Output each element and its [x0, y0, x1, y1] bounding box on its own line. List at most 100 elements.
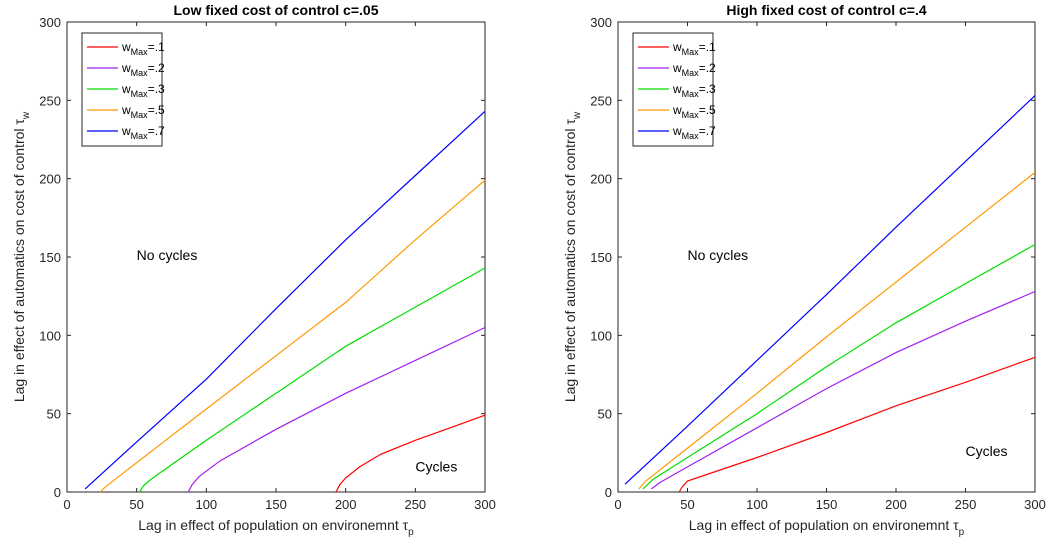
- legend-entry: wMax=.1: [121, 40, 165, 57]
- legend-entry-name: w: [672, 82, 682, 96]
- legend-entry-suffix: =.3: [148, 82, 165, 96]
- x-tick-label: 100: [746, 497, 768, 512]
- legend-entry-suffix: =.7: [699, 124, 716, 138]
- series-line-3: [138, 267, 486, 493]
- series-line-2: [187, 326, 486, 493]
- y-tick-label: 50: [47, 407, 61, 422]
- x-tick-label: 300: [474, 497, 496, 512]
- legend-entry: wMax=.5: [121, 103, 165, 120]
- legend-entry-suffix: =.3: [699, 82, 716, 96]
- y-tick-label: 200: [39, 172, 61, 187]
- x-tick-label: 0: [614, 497, 621, 512]
- x-axis-label: Lag in effect of population on environem…: [689, 517, 965, 538]
- y-tick-label: 0: [605, 485, 612, 500]
- x-tick-label: 250: [955, 497, 977, 512]
- legend-entry-sub: Max: [682, 68, 700, 78]
- series-line-4: [99, 179, 486, 493]
- annotation-no-cycles: No cycles: [137, 247, 198, 263]
- y-axis-label-symbol: τ: [562, 119, 578, 125]
- y-tick-label: 50: [598, 407, 612, 422]
- legend-entry: wMax=.3: [121, 82, 165, 99]
- series-line-5: [84, 110, 486, 490]
- chart-title: Low fixed cost of control c=.05: [174, 2, 379, 18]
- legend-entry-suffix: =.2: [148, 61, 165, 75]
- y-axis-label: Lag in effect of automatics on cost of c…: [11, 111, 32, 402]
- x-axis-label: Lag in effect of population on environem…: [138, 517, 414, 538]
- y-tick-label: 300: [590, 15, 612, 30]
- legend-entry-sub: Max: [682, 47, 700, 57]
- legend-entry: wMax=.7: [121, 124, 165, 141]
- legend-entry: wMax=.7: [672, 124, 716, 141]
- x-tick-label: 200: [885, 497, 907, 512]
- legend-entry-name: w: [121, 82, 131, 96]
- x-tick-label: 150: [816, 497, 838, 512]
- y-tick-label: 300: [39, 15, 61, 30]
- x-tick-label: 200: [335, 497, 357, 512]
- y-tick-label: 100: [39, 328, 61, 343]
- legend-entry: wMax=.3: [672, 82, 716, 99]
- legend-entry-sub: Max: [131, 68, 149, 78]
- legend-entry: wMax=.1: [672, 40, 716, 57]
- series-line-2: [651, 290, 1036, 490]
- annotation-cycles: Cycles: [966, 443, 1008, 459]
- x-tick-label: 100: [195, 497, 217, 512]
- annotation-no-cycles: No cycles: [688, 247, 749, 263]
- y-tick-label: 0: [54, 485, 61, 500]
- legend-entry-sub: Max: [131, 47, 149, 57]
- legend-entry-sub: Max: [131, 110, 149, 120]
- y-tick-label: 250: [590, 93, 612, 108]
- x-tick-label: 300: [1024, 497, 1046, 512]
- legend-entry-name: w: [672, 61, 682, 75]
- legend-entry-name: w: [121, 61, 131, 75]
- x-axis-label-text: Lag in effect of population on environem…: [689, 517, 950, 533]
- legend-entry-suffix: =.7: [148, 124, 165, 138]
- x-axis-label-text: Lag in effect of population on environem…: [138, 517, 399, 533]
- legend-entry-sub: Max: [682, 89, 700, 99]
- x-axis-label-symbol: τ: [403, 517, 409, 533]
- x-axis-label-sub: p: [959, 527, 965, 538]
- legend-entry: wMax=.2: [672, 61, 716, 78]
- chart-title: High fixed cost of control c=.4: [726, 2, 927, 18]
- legend-entry-name: w: [121, 40, 131, 54]
- x-tick-label: 50: [129, 497, 143, 512]
- legend-entry-suffix: =.1: [148, 40, 165, 54]
- legend-entry-sub: Max: [131, 131, 149, 141]
- x-tick-label: 50: [680, 497, 694, 512]
- chart-panel-1: Low fixed cost of control c=.05 0 50 100 150…: [11, 2, 496, 538]
- legend-entry-sub: Max: [131, 89, 149, 99]
- legend-entry: wMax=.2: [121, 61, 165, 78]
- x-tick-label: 250: [404, 497, 426, 512]
- chart-panel-2: High fixed cost of control c=.4 0 50 100 150…: [562, 2, 1046, 538]
- x-tick-label: 150: [265, 497, 287, 512]
- series-line-1: [335, 414, 486, 493]
- legend-entry-name: w: [672, 124, 682, 138]
- y-axis-label-symbol: τ: [11, 119, 27, 125]
- x-axis-label-sub: p: [408, 527, 414, 538]
- legend-entry-sub: Max: [682, 131, 700, 141]
- legend-entry-suffix: =.1: [699, 40, 716, 54]
- x-tick-label: 0: [63, 497, 70, 512]
- legend-entry-suffix: =.5: [148, 103, 165, 117]
- y-axis-label-text: Lag in effect of automatics on cost of c…: [562, 128, 578, 402]
- y-tick-label: 250: [39, 93, 61, 108]
- annotation-cycles: Cycles: [415, 459, 457, 475]
- y-tick-label: 150: [590, 250, 612, 265]
- y-axis-label-text: Lag in effect of automatics on cost of c…: [11, 128, 27, 402]
- y-axis-label-sub: w: [572, 111, 583, 120]
- legend-entry-name: w: [121, 103, 131, 117]
- legend-entry-name: w: [672, 40, 682, 54]
- series-line-4: [638, 171, 1036, 490]
- y-tick-label: 150: [39, 250, 61, 265]
- legend-entry: wMax=.5: [672, 103, 716, 120]
- series-line-3: [642, 243, 1036, 490]
- y-axis-label-sub: w: [21, 111, 32, 120]
- series-line-1: [678, 356, 1036, 493]
- x-axis-label-symbol: τ: [953, 517, 959, 533]
- y-tick-label: 200: [590, 172, 612, 187]
- legend-entry-name: w: [121, 124, 131, 138]
- y-axis-label: Lag in effect of automatics on cost of c…: [562, 111, 583, 402]
- y-tick-label: 100: [590, 328, 612, 343]
- legend-entry-suffix: =.5: [699, 103, 716, 117]
- legend-entry-name: w: [672, 103, 682, 117]
